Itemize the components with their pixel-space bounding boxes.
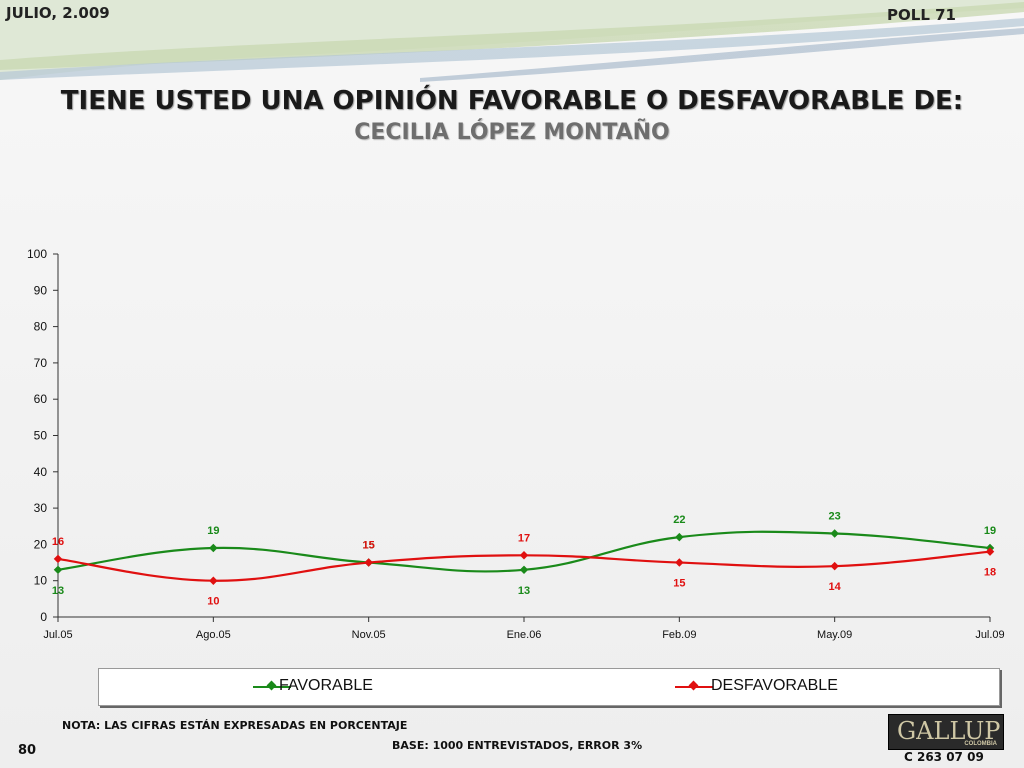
data-label-desfavorable: 15 xyxy=(673,578,685,590)
footer-base: BASE: 1000 ENTREVISTADOS, ERROR 3% xyxy=(392,739,643,752)
legend-favorable-marker xyxy=(266,680,277,691)
slide-title: TIENE USTED UNA OPINIÓN FAVORABLE O DESF… xyxy=(60,86,964,116)
x-tick-label: Feb.09 xyxy=(662,629,696,641)
data-label-desfavorable: 10 xyxy=(207,596,219,608)
logo-subtext: COLOMBIA xyxy=(964,741,997,747)
series-desfavorable-point xyxy=(519,551,529,560)
slide-code: C 263 07 09 xyxy=(904,750,984,764)
series-favorable-point xyxy=(830,529,839,538)
page-number: 80 xyxy=(18,743,37,758)
series-desfavorable-point xyxy=(985,547,995,556)
x-tick-label: Jul.09 xyxy=(975,629,1004,641)
x-tick-label: Jul.05 xyxy=(43,629,72,641)
series-desfavorable-point xyxy=(830,561,839,571)
y-tick-label: 60 xyxy=(34,392,48,406)
data-label-desfavorable: 18 xyxy=(984,567,996,579)
data-label-favorable: 19 xyxy=(207,525,219,537)
x-tick-label: Nov.05 xyxy=(352,629,386,641)
series-favorable-point xyxy=(53,565,63,575)
data-label-favorable: 23 xyxy=(829,511,841,523)
data-label-favorable: 22 xyxy=(673,514,685,526)
legend-desfavorable-label: DESFAVORABLE xyxy=(711,677,838,694)
gallup-logo: GALLUP COLOMBIA xyxy=(888,714,1004,750)
data-label-favorable: 13 xyxy=(52,585,64,597)
y-tick-label: 80 xyxy=(34,320,48,334)
slide-subtitle: CECILIA LÓPEZ MONTAÑO xyxy=(354,120,670,145)
y-tick-label: 10 xyxy=(34,574,48,588)
legend-favorable-label: FAVORABLE xyxy=(279,677,373,694)
logo-text: GALLUP xyxy=(897,717,1001,745)
y-tick-label: 100 xyxy=(27,247,47,261)
data-label-favorable: 13 xyxy=(518,585,530,597)
data-label-desfavorable: 15 xyxy=(363,540,375,552)
series-favorable-point xyxy=(675,532,684,542)
legend-desfavorable-marker xyxy=(688,680,699,691)
data-label-favorable: 19 xyxy=(984,525,996,537)
y-tick-label: 40 xyxy=(34,465,48,479)
y-tick-label: 20 xyxy=(34,537,48,551)
x-tick-label: Ene.06 xyxy=(507,629,542,641)
data-label-desfavorable: 17 xyxy=(518,532,530,544)
y-tick-label: 30 xyxy=(34,501,48,515)
header-swoosh xyxy=(0,0,1024,82)
y-tick-label: 90 xyxy=(34,283,48,297)
footer-note: NOTA: LAS CIFRAS ESTÁN EXPRESADAS EN POR… xyxy=(62,719,408,732)
series-favorable-point xyxy=(519,565,529,575)
series-favorable-point xyxy=(209,543,218,553)
series-desfavorable-point xyxy=(675,558,684,567)
series-desfavorable-point xyxy=(209,576,218,585)
header-date: JULIO, 2.009 xyxy=(6,4,110,22)
x-tick-label: May.09 xyxy=(817,629,852,641)
series-desfavorable-point xyxy=(364,558,373,567)
x-tick-label: Ago.05 xyxy=(196,629,231,641)
y-tick-label: 70 xyxy=(34,356,48,370)
header-poll: POLL 71 xyxy=(887,6,956,24)
y-tick-label: 50 xyxy=(34,429,48,443)
data-label-favorable: 15 xyxy=(363,540,375,552)
data-label-desfavorable: 14 xyxy=(829,581,842,593)
chart-legend: FAVORABLE DESFAVORABLE xyxy=(98,668,1000,706)
y-tick-label: 0 xyxy=(40,610,47,624)
line-chart: 0 10 20 30 40 50 60 70 80 90 100 Jul.05 Ago.05 Nov.05… xyxy=(27,247,1005,641)
series-desfavorable-point xyxy=(53,554,63,564)
data-label-desfavorable: 16 xyxy=(52,536,64,548)
